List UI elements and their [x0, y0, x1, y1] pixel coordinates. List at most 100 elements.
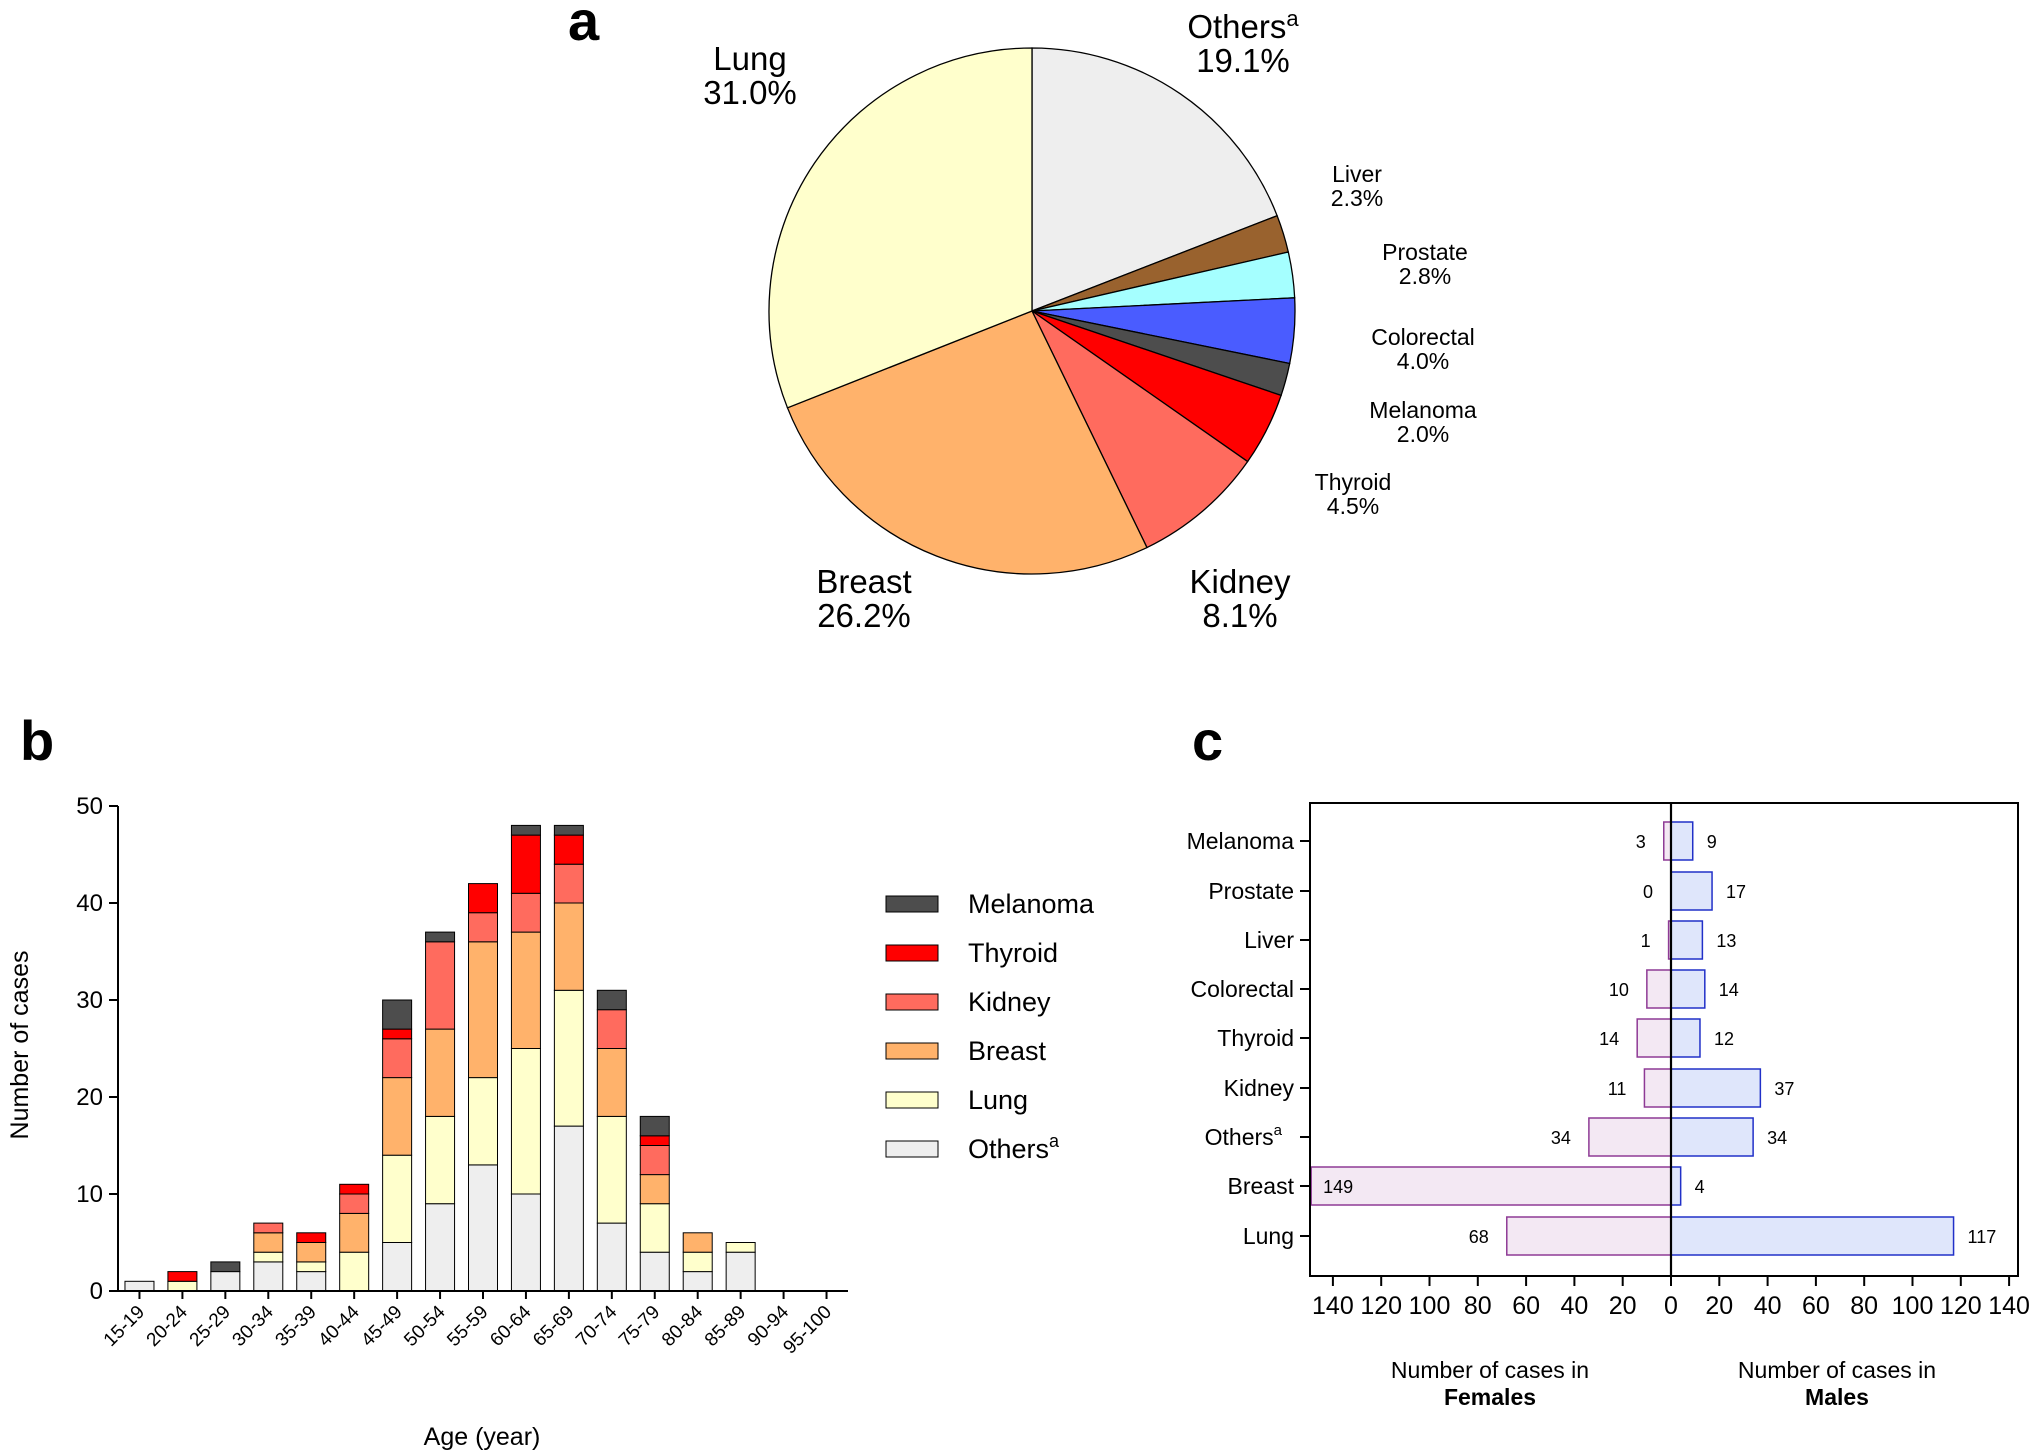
- c-value-female-thyroid: 14: [1599, 1029, 1619, 1049]
- bar-20-24-thyroid: [167, 1271, 198, 1282]
- bar-35-39-breast: [296, 1242, 327, 1263]
- c-male-axis-title-line1: Number of cases in: [1738, 1357, 1936, 1383]
- b-x-tick-label: 50-54: [400, 1301, 450, 1351]
- bar-50-54-melanoma: [425, 931, 456, 943]
- bar-50-54-kidney: [425, 941, 456, 1030]
- b-x-tick-label: 75-79: [615, 1302, 664, 1351]
- bar-55-59-others: [468, 1164, 498, 1292]
- pie-value-colorectal: 4.0%: [1397, 348, 1449, 374]
- panel-b-letter: b: [20, 709, 54, 772]
- b-x-tick-label: 85-89: [701, 1302, 750, 1351]
- bar-15-19-others: [124, 1280, 155, 1292]
- pie-label-liver: Liver: [1332, 161, 1382, 187]
- c-bar-male-thyroid: [1670, 1018, 1701, 1058]
- pie-label-lung: Lung: [713, 40, 786, 77]
- bar-85-89-lung: [725, 1242, 756, 1253]
- pie-value-prostate: 2.8%: [1399, 263, 1451, 289]
- bar-45-49-lung: [382, 1154, 413, 1243]
- pie-label-prostate: Prostate: [1382, 239, 1468, 265]
- c-value-male-melanoma: 9: [1707, 832, 1717, 852]
- c-x-tick-label: 20: [1609, 1292, 1637, 1320]
- bar-70-74-melanoma: [596, 989, 627, 1011]
- c-category-liver: Liver: [1244, 927, 1294, 953]
- panel-a-letter: a: [568, 0, 600, 52]
- legend-swatch-melanoma: [885, 895, 939, 913]
- bar-80-84-breast: [682, 1232, 713, 1253]
- bar-55-59-kidney: [468, 912, 498, 943]
- bar-75-79-melanoma: [639, 1115, 670, 1137]
- pie-value-melanoma: 2.0%: [1397, 421, 1449, 447]
- c-value-male-colorectal: 14: [1719, 980, 1739, 1000]
- c-bar-female-kidney: [1643, 1068, 1672, 1108]
- b-x-tick-label: 35-39: [272, 1302, 321, 1351]
- bar-30-34-breast: [253, 1232, 284, 1253]
- bar-60-64-melanoma: [510, 824, 541, 836]
- c-value-male-thyroid: 12: [1714, 1029, 1734, 1049]
- bar-25-29-melanoma: [210, 1261, 241, 1273]
- c-x-tick-label: 100: [1409, 1292, 1451, 1320]
- c-value-female-lung: 68: [1469, 1227, 1489, 1247]
- b-y-tick-label: 20: [76, 1084, 103, 1111]
- bar-50-54-lung: [425, 1115, 456, 1205]
- b-x-tick-label: 55-59: [443, 1302, 492, 1351]
- bar-45-49-kidney: [382, 1038, 413, 1079]
- legend-swatch-kidney: [885, 993, 939, 1011]
- bar-35-39-lung: [296, 1261, 327, 1273]
- c-bar-male-kidney: [1670, 1068, 1762, 1108]
- b-x-tick-label: 45-49: [357, 1302, 406, 1351]
- pie-value-kidney: 8.1%: [1202, 597, 1277, 634]
- c-bar-female-lung: [1506, 1216, 1672, 1256]
- c-value-male-others: 34: [1767, 1128, 1787, 1148]
- bar-80-84-others: [682, 1271, 713, 1292]
- legend-label-kidney: Kidney: [968, 987, 1051, 1017]
- b-y-tick-label: 10: [76, 1181, 103, 1208]
- pie-label-colorectal: Colorectal: [1371, 324, 1475, 350]
- bar-75-79-breast: [639, 1174, 670, 1205]
- c-category-colorectal: Colorectal: [1190, 976, 1294, 1002]
- c-x-tick-label: 40: [1754, 1292, 1782, 1320]
- c-x-tick-label: 40: [1560, 1292, 1588, 1320]
- panel-c-letter: c: [1192, 709, 1223, 772]
- c-female-axis-title-line2: Females: [1444, 1384, 1536, 1410]
- b-x-tick-label: 25-29: [186, 1302, 235, 1351]
- c-category-others: Othersa: [1205, 1122, 1283, 1150]
- c-bar-male-prostate: [1670, 871, 1713, 911]
- bar-65-69-others: [553, 1125, 584, 1292]
- c-x-tick-label: 80: [1850, 1292, 1878, 1320]
- bar-30-34-lung: [253, 1251, 284, 1263]
- bar-60-64-kidney: [510, 892, 541, 933]
- bar-40-44-kidney: [339, 1193, 370, 1214]
- b-x-tick-label: 15-19: [100, 1302, 149, 1351]
- legend-label-thyroid: Thyroid: [968, 938, 1058, 968]
- pie-label-kidney: Kidney: [1190, 563, 1291, 600]
- bar-80-84-lung: [682, 1251, 713, 1273]
- pie-label-melanoma: Melanoma: [1369, 397, 1477, 423]
- b-x-tick-label: 65-69: [529, 1302, 578, 1351]
- c-value-female-colorectal: 10: [1609, 980, 1629, 1000]
- c-plot-frame: [1309, 802, 2019, 1277]
- bar-60-64-breast: [510, 931, 541, 1049]
- bar-35-39-thyroid: [296, 1232, 327, 1244]
- bar-20-24-lung: [167, 1280, 198, 1292]
- c-value-female-kidney: 11: [1608, 1079, 1627, 1099]
- c-female-axis-title-line1: Number of cases in: [1391, 1357, 1589, 1383]
- bar-70-74-lung: [596, 1115, 627, 1224]
- c-bar-male-colorectal: [1670, 969, 1706, 1009]
- bar-45-49-others: [382, 1242, 413, 1292]
- c-category-kidney: Kidney: [1224, 1075, 1295, 1101]
- bar-45-49-melanoma: [382, 999, 413, 1030]
- c-category-lung: Lung: [1243, 1223, 1294, 1249]
- legend-label-breast: Breast: [968, 1036, 1047, 1066]
- bar-45-49-breast: [382, 1077, 413, 1156]
- b-y-axis-title: Number of cases: [6, 951, 34, 1140]
- pie-slice-breast: [786, 310, 1148, 575]
- b-x-tick-label: 95-100: [779, 1302, 836, 1359]
- b-y-tick-label: 0: [90, 1278, 103, 1305]
- bar-30-34-others: [253, 1261, 284, 1292]
- bar-70-74-kidney: [596, 1009, 627, 1050]
- bar-75-79-thyroid: [639, 1135, 670, 1147]
- b-x-tick-label: 20-24: [143, 1301, 193, 1351]
- b-x-tick-label: 80-84: [658, 1301, 708, 1351]
- pie-value-others: 19.1%: [1196, 42, 1290, 79]
